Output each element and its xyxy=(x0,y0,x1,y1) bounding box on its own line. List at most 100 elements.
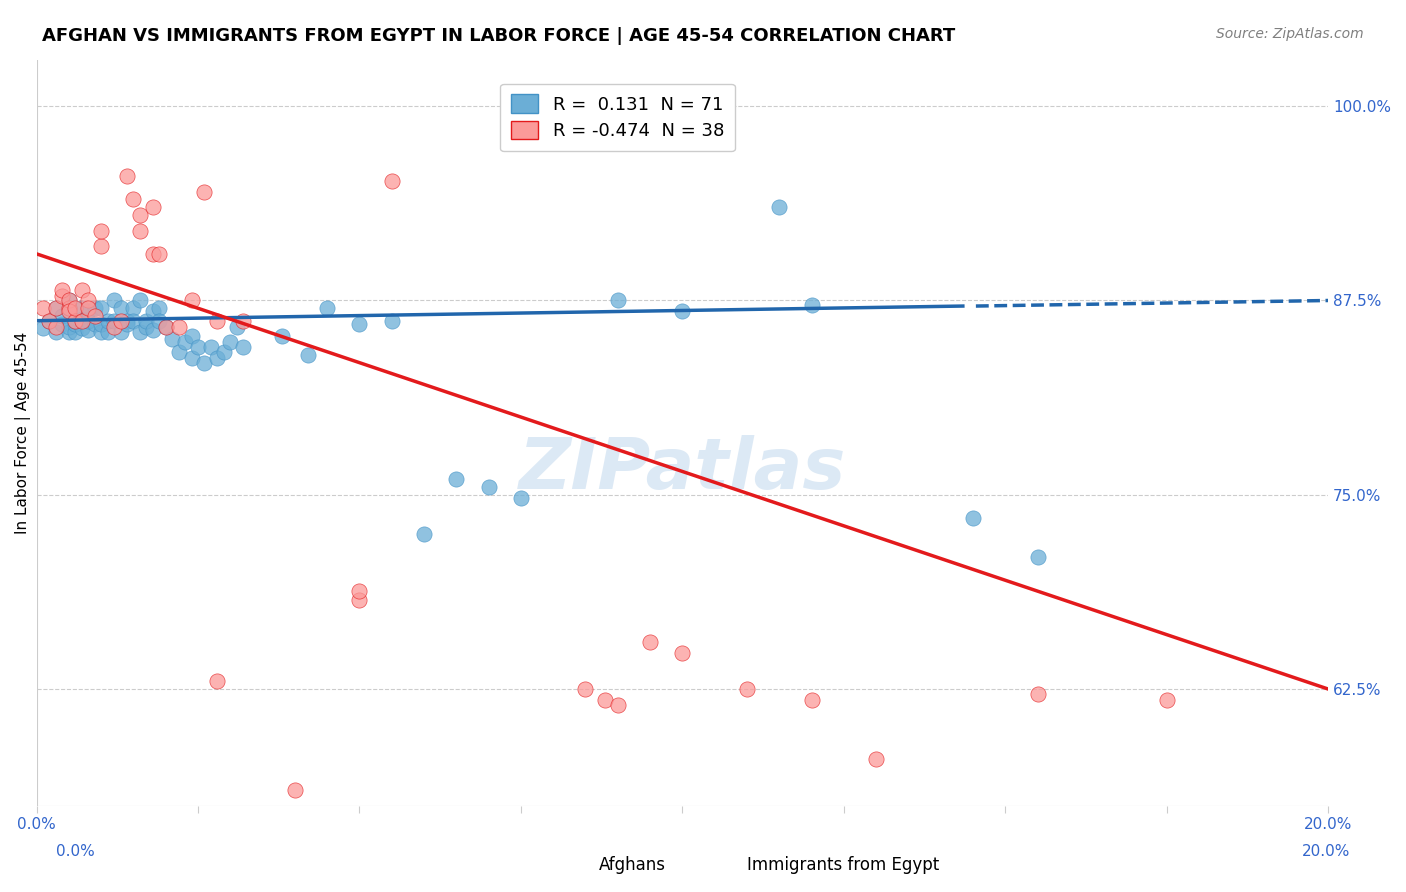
Point xyxy=(70,283,93,297)
Point xyxy=(349,317,371,331)
Point xyxy=(962,511,984,525)
Point xyxy=(110,301,132,316)
Point xyxy=(115,169,138,183)
Point xyxy=(122,314,145,328)
Point xyxy=(638,635,661,649)
Point xyxy=(167,319,190,334)
Point xyxy=(65,314,87,328)
Point xyxy=(207,674,229,689)
Text: AFGHAN VS IMMIGRANTS FROM EGYPT IN LABOR FORCE | AGE 45-54 CORRELATION CHART: AFGHAN VS IMMIGRANTS FROM EGYPT IN LABOR… xyxy=(42,27,956,45)
Text: Immigrants from Egypt: Immigrants from Egypt xyxy=(748,855,939,873)
Point xyxy=(349,593,371,607)
Point xyxy=(212,344,235,359)
Point xyxy=(160,332,183,346)
Point xyxy=(193,185,215,199)
Point xyxy=(128,293,150,308)
Point xyxy=(207,351,229,365)
Text: ZIPatlas: ZIPatlas xyxy=(519,435,846,504)
Point xyxy=(38,314,60,328)
Point xyxy=(768,200,790,214)
Point xyxy=(316,301,339,316)
Point xyxy=(128,208,150,222)
Point xyxy=(1026,687,1049,701)
Point xyxy=(45,301,67,316)
Point xyxy=(58,301,80,316)
Point xyxy=(58,325,80,339)
Point xyxy=(32,301,55,316)
Point xyxy=(51,309,73,323)
Point xyxy=(148,314,170,328)
Point xyxy=(70,321,93,335)
Point xyxy=(58,304,80,318)
Point xyxy=(103,314,125,328)
Point xyxy=(671,646,693,660)
Point xyxy=(232,340,254,354)
Point xyxy=(58,319,80,334)
Point xyxy=(207,314,229,328)
Point xyxy=(478,480,501,494)
Point xyxy=(128,223,150,237)
Point xyxy=(70,312,93,326)
Point xyxy=(381,314,404,328)
Point xyxy=(271,329,294,343)
Point xyxy=(38,314,60,328)
Point xyxy=(142,247,165,261)
Point xyxy=(77,314,100,328)
Point xyxy=(90,239,112,253)
Point xyxy=(142,323,165,337)
Point xyxy=(225,319,247,334)
Point xyxy=(232,314,254,328)
Point xyxy=(800,298,823,312)
Point xyxy=(90,317,112,331)
Point xyxy=(115,317,138,331)
Point xyxy=(1026,549,1049,564)
Point xyxy=(65,301,87,316)
Point xyxy=(509,491,531,505)
Point xyxy=(115,314,138,328)
Point xyxy=(865,752,887,766)
Point xyxy=(122,301,145,316)
Point xyxy=(51,283,73,297)
Point xyxy=(200,340,222,354)
Point xyxy=(167,344,190,359)
Point xyxy=(97,314,120,328)
Point xyxy=(45,301,67,316)
Point xyxy=(110,325,132,339)
Point xyxy=(174,335,197,350)
Point xyxy=(83,317,105,331)
Point xyxy=(77,301,100,316)
Point xyxy=(593,693,616,707)
Point xyxy=(187,340,209,354)
Point xyxy=(58,293,80,308)
Point xyxy=(606,293,628,308)
Point xyxy=(297,348,319,362)
Point xyxy=(349,584,371,599)
Legend: R =  0.131  N = 71, R = -0.474  N = 38: R = 0.131 N = 71, R = -0.474 N = 38 xyxy=(501,84,735,151)
Point xyxy=(97,325,120,339)
Point xyxy=(45,325,67,339)
Point xyxy=(219,335,242,350)
Point xyxy=(148,301,170,316)
Point xyxy=(800,693,823,707)
Point xyxy=(193,356,215,370)
Point xyxy=(58,293,80,308)
Point xyxy=(1156,693,1178,707)
Point xyxy=(180,329,202,343)
Point xyxy=(142,304,165,318)
Point xyxy=(735,681,758,696)
Point xyxy=(83,309,105,323)
Point xyxy=(70,314,93,328)
Point xyxy=(51,317,73,331)
Point xyxy=(77,323,100,337)
Point xyxy=(90,325,112,339)
Point xyxy=(180,293,202,308)
Point xyxy=(122,193,145,207)
Point xyxy=(83,301,105,316)
Text: Afghans: Afghans xyxy=(599,855,666,873)
Point xyxy=(90,223,112,237)
Point xyxy=(77,304,100,318)
Point xyxy=(103,293,125,308)
Point xyxy=(135,319,157,334)
Point xyxy=(413,526,436,541)
Point xyxy=(142,200,165,214)
